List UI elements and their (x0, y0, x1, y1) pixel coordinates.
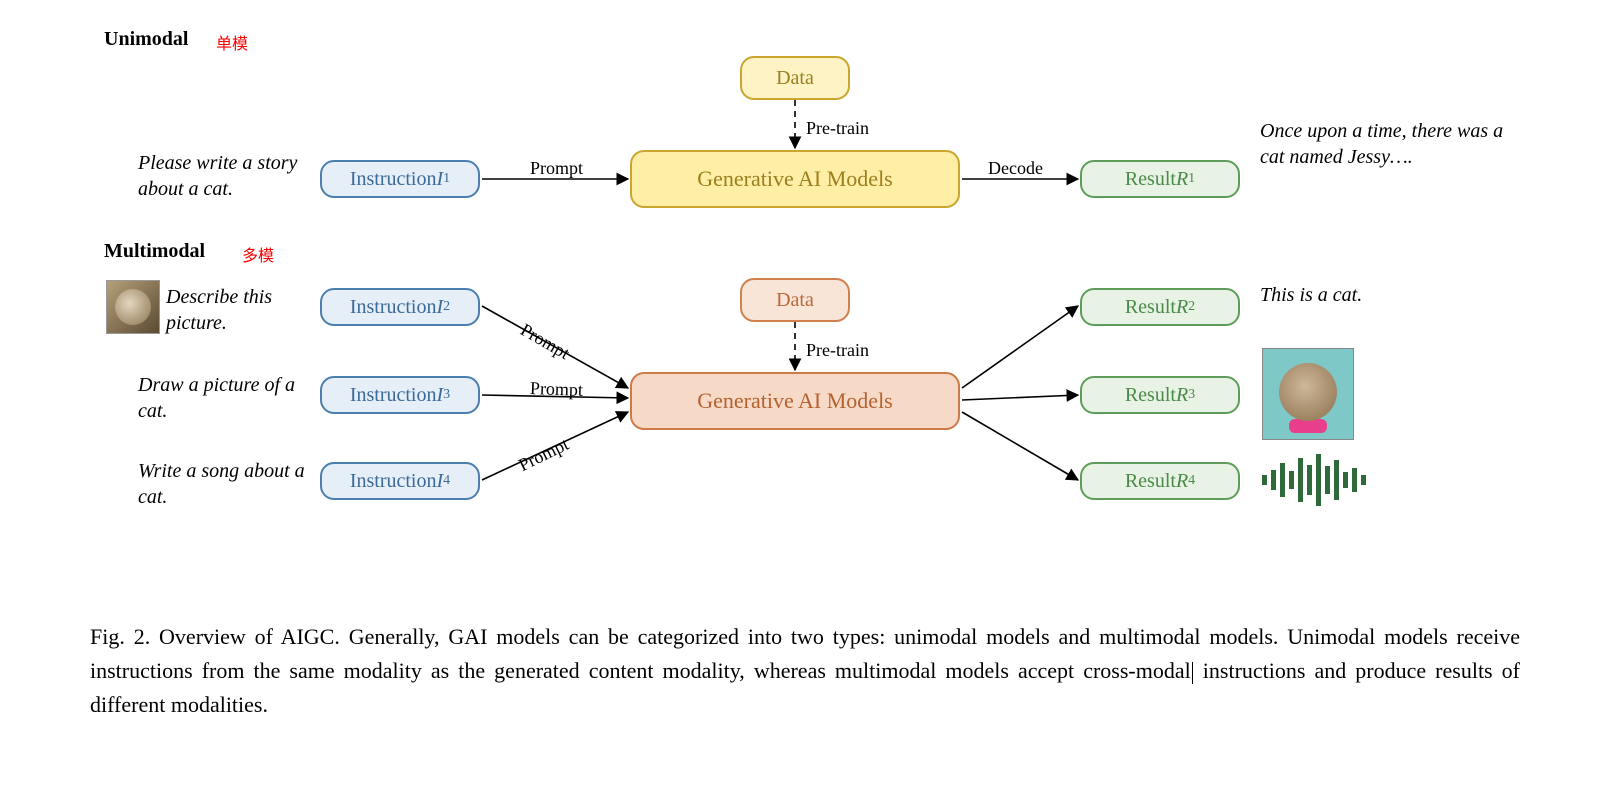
annotation-unimodal: 单模 (216, 30, 248, 54)
edge-label: Decode (988, 158, 1043, 179)
prompt-text-2: Describe this picture. (166, 284, 316, 336)
node-data-unimodal: Data (740, 56, 850, 100)
edge-label: Prompt (530, 378, 584, 401)
node-instruction-3: Instruction I3 (320, 376, 480, 414)
output-text-2: This is a cat. (1260, 282, 1362, 308)
prompt-text-3: Draw a picture of a cat. (138, 372, 310, 424)
node-instruction-2: Instruction I2 (320, 288, 480, 326)
node-result-3: Result R3 (1080, 376, 1240, 414)
node-instruction-4: Instruction I4 (320, 462, 480, 500)
caption-prefix: Fig. 2. (90, 624, 150, 649)
edge-label: Prompt (517, 319, 573, 364)
node-result-2: Result R2 (1080, 288, 1240, 326)
text-cursor-icon (1192, 662, 1193, 684)
annotation-multimodal: 多模 (242, 242, 274, 266)
node-result-1: Result R1 (1080, 160, 1240, 198)
prompt-text-1: Please write a story about a cat. (138, 150, 310, 202)
edge-label: Pre-train (806, 340, 869, 361)
figure-caption: Fig. 2. Overview of AIGC. Generally, GAI… (90, 620, 1520, 722)
heading-unimodal: Unimodal (104, 28, 188, 51)
node-result-4: Result R4 (1080, 462, 1240, 500)
node-model-unimodal: Generative AI Models (630, 150, 960, 208)
edge-label: Pre-train (806, 118, 869, 139)
output-audio-icon (1262, 460, 1366, 500)
output-text-1: Once upon a time, there was a cat named … (1260, 118, 1510, 170)
node-data-multimodal: Data (740, 278, 850, 322)
node-instruction-1: Instruction I1 (320, 160, 480, 198)
edge-label: Prompt (530, 158, 583, 179)
input-image-icon (106, 280, 160, 334)
node-model-multimodal: Generative AI Models (630, 372, 960, 430)
output-image-icon (1262, 348, 1354, 440)
heading-multimodal: Multimodal (104, 240, 205, 263)
prompt-text-4: Write a song about a cat. (138, 458, 310, 510)
edge-label: Prompt (515, 434, 572, 476)
